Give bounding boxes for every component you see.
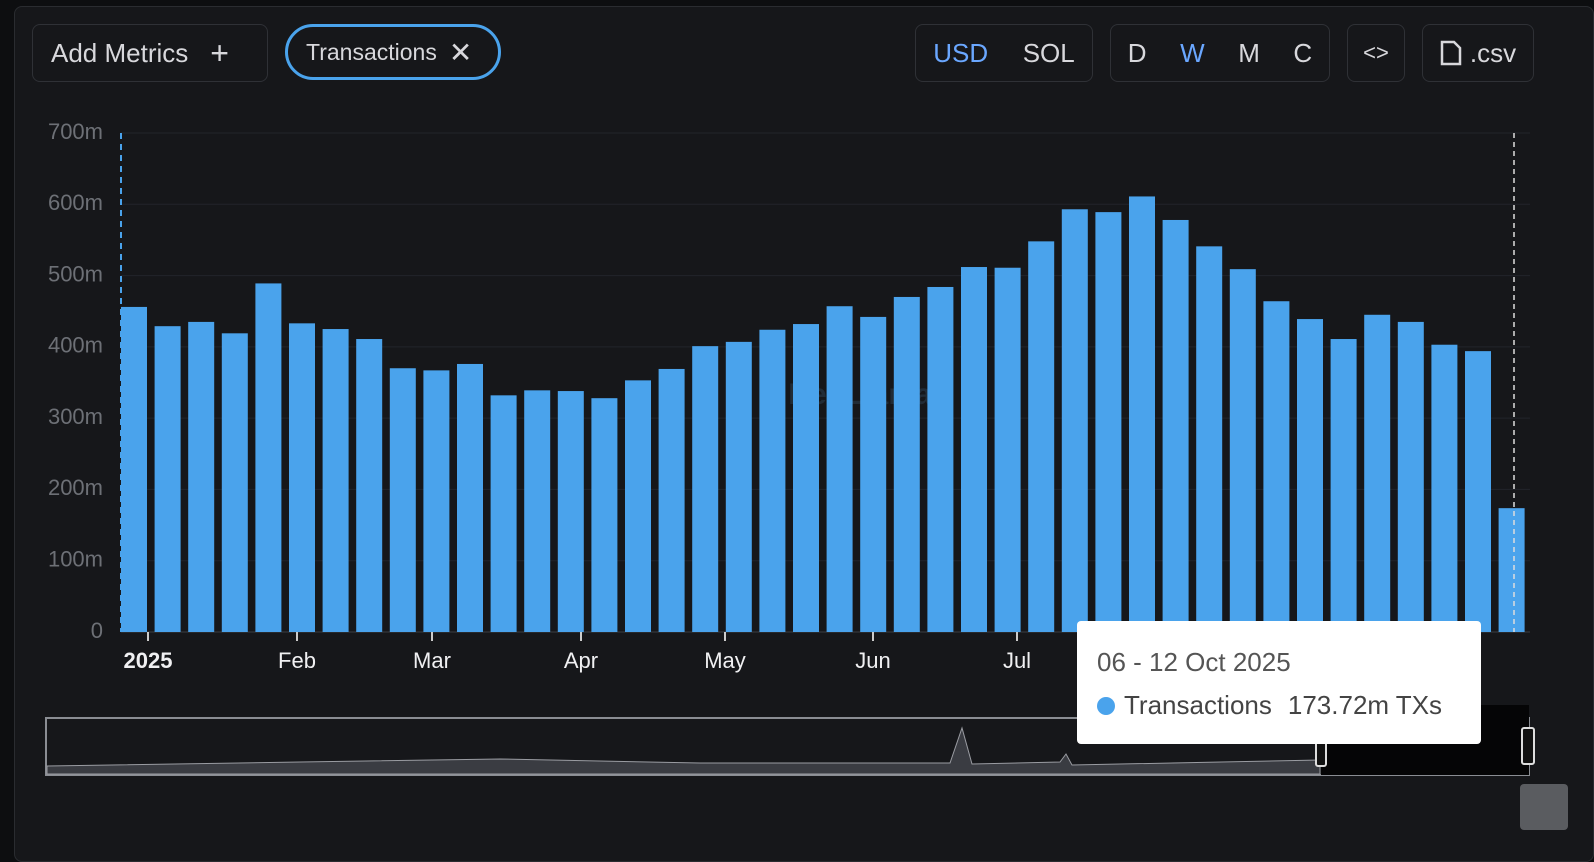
file-icon [1440, 40, 1462, 66]
tooltip-value: 173.72m TXs [1287, 690, 1443, 720]
embed-button[interactable]: <> [1347, 24, 1405, 82]
label: .csv [1469, 37, 1517, 68]
month[interactable]: M [1238, 37, 1260, 68]
label: Transactions [306, 38, 437, 65]
sol[interactable]: SOL [1022, 37, 1075, 68]
close-icon[interactable]: ✕ [448, 36, 473, 68]
tooltip-date: 06 - 12 Oct 2025 [1097, 647, 1291, 677]
tooltip-series: Transactions [1124, 690, 1272, 720]
usd[interactable]: USD [933, 37, 989, 68]
csv-button[interactable]: .csv [1422, 24, 1534, 82]
currency-toggle: USD SOL [915, 24, 1093, 82]
cumulative[interactable]: C [1293, 37, 1313, 68]
tooltip: 06 - 12 Oct 2025 Transactions 173.72m TXs [1077, 621, 1481, 744]
tooltip-dot [1097, 696, 1115, 715]
week[interactable]: W [1180, 37, 1205, 68]
label: Add Metrics [51, 37, 189, 68]
plus-icon: + [210, 34, 229, 71]
day[interactable]: D [1127, 37, 1147, 68]
add-metrics[interactable]: Add Metrics + [32, 24, 268, 82]
tooltip-row: Transactions 173.72m TXs [1097, 690, 1461, 721]
metric-chip[interactable]: Transactions ✕ [285, 24, 501, 80]
